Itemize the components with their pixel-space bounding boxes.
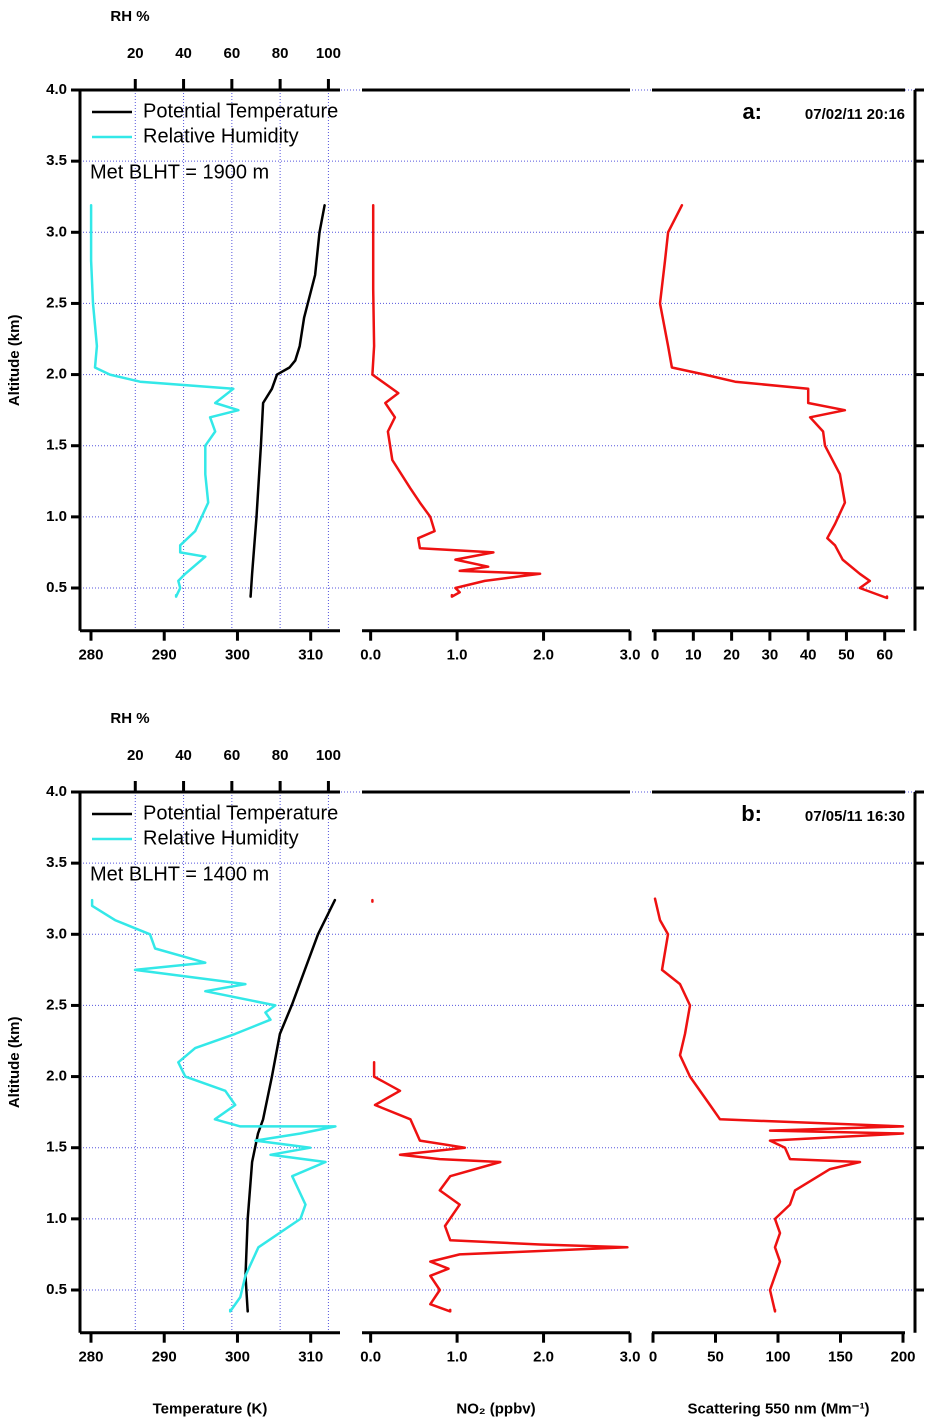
profile-line — [653, 897, 905, 1313]
top-tick-label: 40 — [175, 747, 192, 764]
panel-label: a: — [742, 99, 762, 124]
profile-line — [658, 204, 889, 600]
x-tick-label: 2.0 — [533, 647, 554, 664]
top-tick-label: 60 — [224, 45, 241, 62]
y-tick-label: 2.0 — [46, 366, 67, 383]
y-tick-label: 1.5 — [46, 1139, 67, 1156]
x-tick-label: 0.0 — [360, 1349, 381, 1366]
x-tick-label: 60 — [876, 647, 893, 664]
x-tick-label: 0.0 — [360, 647, 381, 664]
y-tick-label: 2.0 — [46, 1068, 67, 1085]
y-tick-label: 0.5 — [46, 1281, 67, 1298]
timestamp: 07/05/11 16:30 — [805, 808, 905, 825]
x-axis-title: NO₂ (ppbv) — [456, 1401, 535, 1418]
profile-line — [89, 204, 240, 598]
x-tick-label: 290 — [152, 1349, 177, 1366]
x-tick-label: 1.0 — [447, 1349, 468, 1366]
x-tick-label: 40 — [800, 647, 817, 664]
legend-label: Potential Temperature — [143, 100, 338, 122]
x-axis-title: Temperature (K) — [153, 1401, 268, 1418]
profile-line — [371, 898, 629, 1313]
top-axis-title: RH % — [110, 8, 149, 25]
top-tick-label: 100 — [316, 747, 341, 764]
y-tick-label: 1.0 — [46, 1210, 67, 1227]
annotation: Met BLHT = 1900 m — [90, 161, 269, 183]
x-tick-label: 300 — [225, 1349, 250, 1366]
x-tick-label: 3.0 — [620, 647, 641, 664]
y-axis-title: Altitude (km) — [6, 315, 23, 407]
x-tick-label: 200 — [890, 1349, 915, 1366]
top-tick-label: 20 — [127, 45, 144, 62]
x-tick-label: 20 — [723, 647, 740, 664]
timestamp: 07/02/11 20:16 — [805, 106, 905, 123]
top-tick-label: 100 — [316, 45, 341, 62]
top-tick-label: 80 — [272, 747, 289, 764]
y-tick-label: 3.5 — [46, 152, 67, 169]
y-tick-label: 4.0 — [46, 81, 67, 98]
legend-label: Relative Humidity — [143, 827, 299, 849]
panel-label: b: — [741, 801, 762, 826]
x-axis-title: Scattering 550 nm (Mm⁻¹) — [687, 1401, 869, 1418]
x-tick-label: 290 — [152, 647, 177, 664]
x-tick-label: 150 — [828, 1349, 853, 1366]
x-tick-label: 100 — [765, 1349, 790, 1366]
y-tick-label: 1.0 — [46, 508, 67, 525]
y-tick-label: 2.5 — [46, 294, 67, 311]
profile-line — [371, 204, 542, 598]
x-tick-label: 50 — [707, 1349, 724, 1366]
top-tick-label: 40 — [175, 45, 192, 62]
y-tick-label: 3.0 — [46, 925, 67, 942]
x-tick-label: 3.0 — [620, 1349, 641, 1366]
legend-label: Relative Humidity — [143, 125, 299, 147]
top-tick-label: 20 — [127, 747, 144, 764]
y-tick-label: 1.5 — [46, 437, 67, 454]
x-tick-label: 10 — [685, 647, 702, 664]
profile-line — [90, 898, 337, 1313]
top-tick-label: 80 — [272, 45, 289, 62]
x-tick-label: 30 — [762, 647, 779, 664]
profile-line — [244, 898, 337, 1313]
legend-label: Potential Temperature — [143, 802, 338, 824]
y-tick-label: 2.5 — [46, 996, 67, 1013]
x-tick-label: 2.0 — [533, 1349, 554, 1366]
x-tick-label: 310 — [298, 647, 323, 664]
top-axis-title: RH % — [110, 710, 149, 727]
x-tick-label: 280 — [78, 1349, 103, 1366]
x-tick-label: 300 — [225, 647, 250, 664]
x-tick-label: 0 — [651, 647, 659, 664]
y-tick-label: 0.5 — [46, 579, 67, 596]
x-tick-label: 280 — [78, 647, 103, 664]
annotation: Met BLHT = 1400 m — [90, 863, 269, 885]
top-tick-label: 60 — [224, 747, 241, 764]
x-tick-label: 310 — [298, 1349, 323, 1366]
profile-line — [249, 204, 326, 598]
x-tick-label: 0 — [649, 1349, 657, 1366]
y-axis-title: Altitude (km) — [6, 1017, 23, 1109]
x-tick-label: 1.0 — [447, 647, 468, 664]
y-tick-label: 3.0 — [46, 223, 67, 240]
y-tick-label: 4.0 — [46, 783, 67, 800]
x-tick-label: 50 — [838, 647, 855, 664]
y-tick-label: 3.5 — [46, 854, 67, 871]
